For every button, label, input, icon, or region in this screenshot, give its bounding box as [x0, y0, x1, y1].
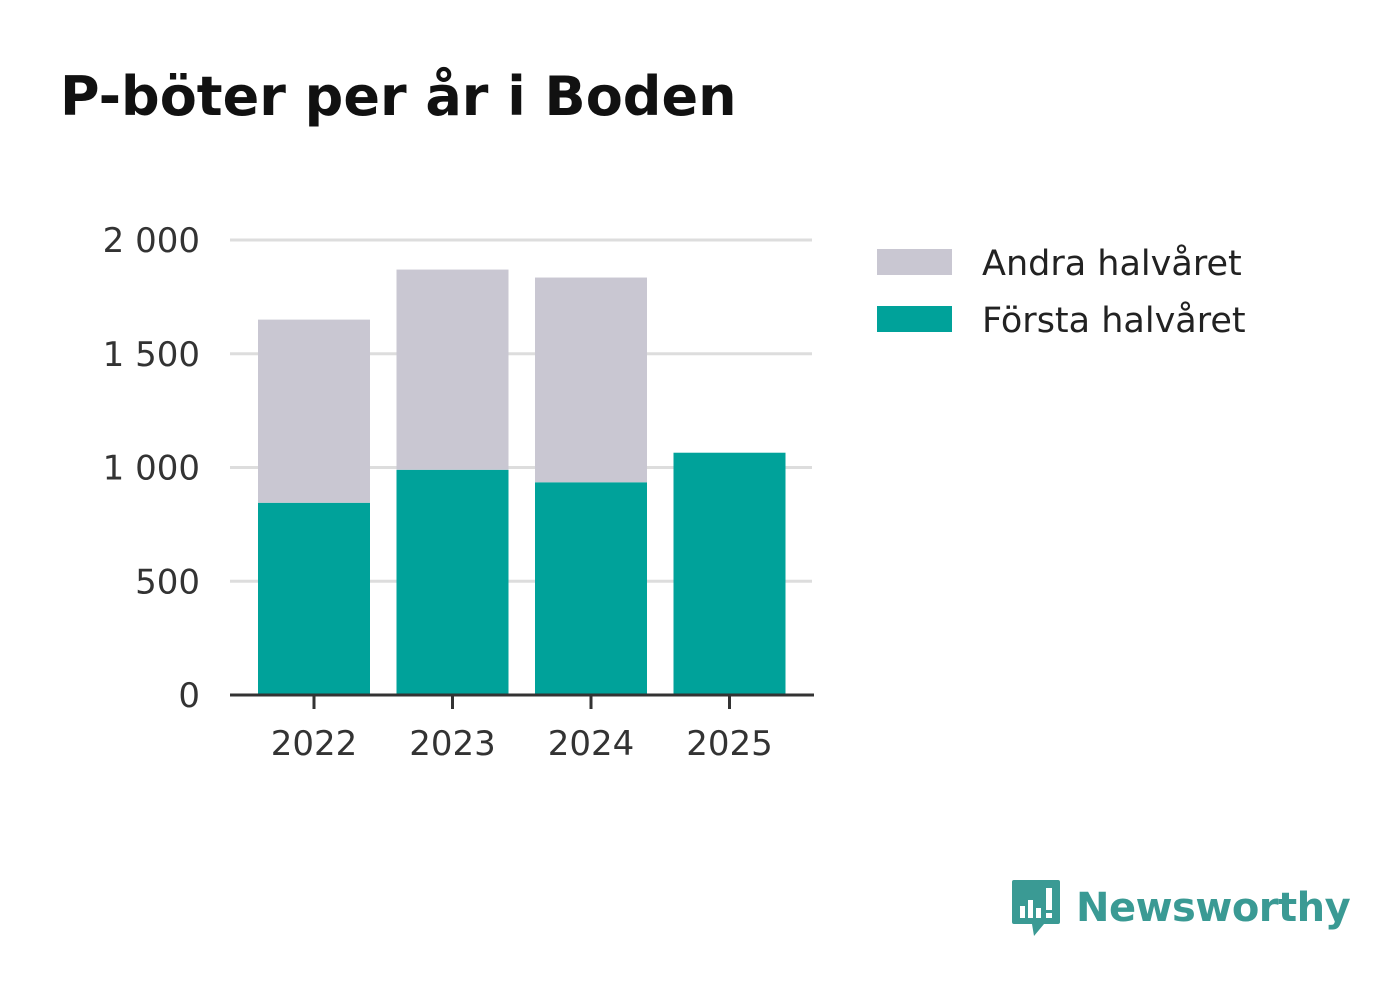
brand-name: Newsworthy — [1076, 885, 1351, 931]
brand: Newsworthy — [1010, 878, 1351, 938]
newsworthy-logo-icon — [1012, 880, 1060, 936]
bar-2024-forsta — [535, 482, 647, 695]
x-tick-label: 2023 — [409, 724, 496, 764]
x-axis-labels: 2022 2023 2024 2025 — [271, 724, 773, 764]
x-tick-label: 2024 — [548, 724, 635, 764]
y-tick-label: 500 — [135, 562, 200, 602]
y-tick-label: 1 500 — [103, 335, 200, 375]
y-axis-labels: 0 500 1 000 1 500 2 000 — [103, 221, 200, 716]
x-tick-label: 2022 — [271, 724, 358, 764]
x-tick-label: 2025 — [686, 724, 773, 764]
bar-2023-forsta — [396, 469, 509, 695]
chart-title: P-böter per år i Boden — [60, 65, 737, 128]
bar-2024-andra — [535, 277, 647, 483]
bar-2022-forsta — [258, 502, 370, 695]
legend-swatch — [877, 306, 952, 332]
legend-label: Första halvåret — [982, 300, 1246, 341]
y-tick-label: 2 000 — [103, 221, 200, 261]
legend: Andra halvåret Första halvåret — [877, 243, 1246, 341]
legend-label: Andra halvåret — [982, 243, 1242, 284]
y-tick-label: 1 000 — [103, 449, 200, 489]
legend-swatch — [877, 249, 952, 275]
x-axis — [230, 693, 814, 709]
bars — [258, 269, 786, 695]
bar-2023-andra — [396, 269, 509, 470]
bar-2025-forsta — [673, 452, 786, 695]
bar-2022-andra — [258, 319, 370, 503]
y-tick-label: 0 — [178, 676, 200, 716]
